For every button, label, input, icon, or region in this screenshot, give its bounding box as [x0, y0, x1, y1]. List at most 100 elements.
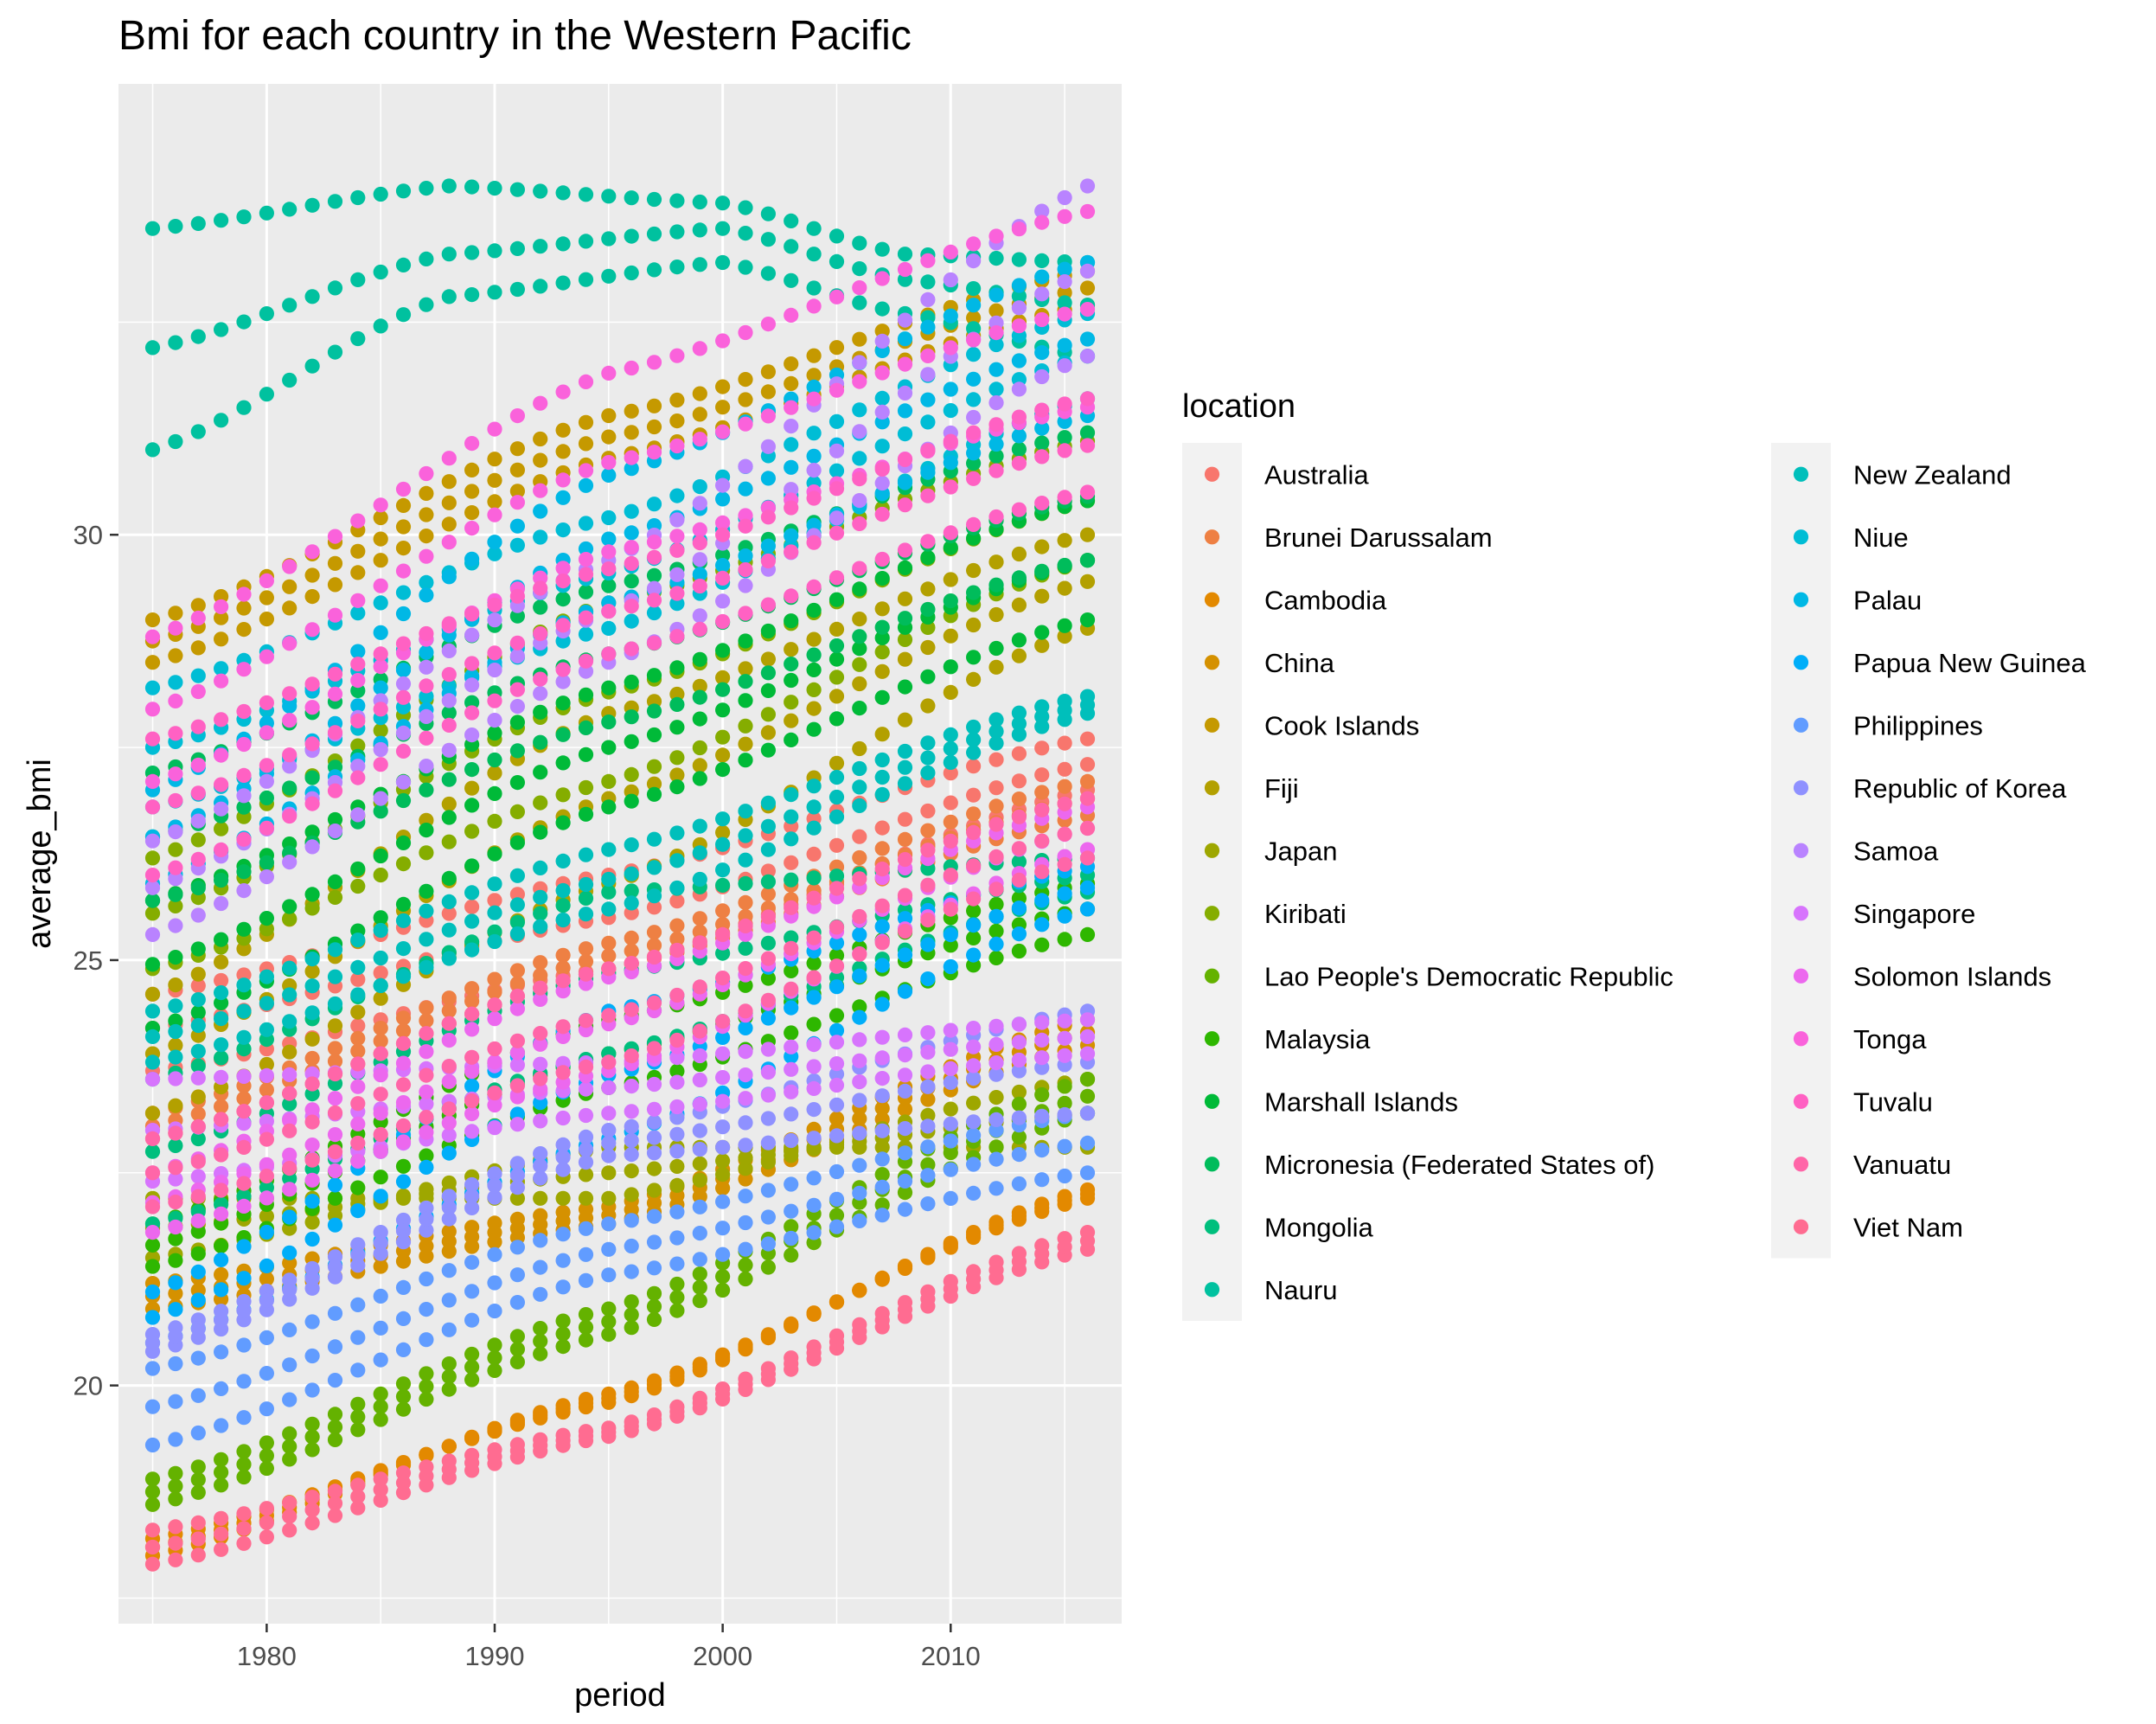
data-point: [852, 331, 867, 347]
data-point: [419, 1271, 434, 1287]
data-point: [555, 1137, 571, 1152]
data-point: [601, 578, 617, 593]
data-point: [487, 876, 502, 892]
data-point: [1057, 735, 1072, 751]
data-point: [738, 1091, 753, 1106]
data-point: [1011, 252, 1027, 267]
data-point: [943, 684, 958, 701]
data-point: [1011, 570, 1027, 586]
data-point: [738, 804, 753, 819]
data-point: [646, 1311, 662, 1327]
data-point: [487, 1362, 502, 1378]
data-point: [168, 675, 183, 690]
data-point: [419, 1211, 434, 1227]
data-point: [259, 1208, 274, 1224]
data-point: [852, 374, 867, 389]
data-point: [373, 1067, 388, 1083]
data-point: [144, 1437, 161, 1453]
data-point: [966, 1058, 982, 1073]
data-point: [236, 586, 252, 602]
data-point: [555, 1339, 571, 1355]
data-point: [692, 818, 707, 834]
data-point: [509, 1342, 526, 1357]
data-point: [828, 935, 845, 951]
data-point: [692, 479, 707, 495]
data-point: [373, 791, 388, 806]
data-point: [624, 866, 639, 881]
data-point: [259, 612, 274, 627]
data-point: [692, 979, 707, 995]
data-point: [168, 335, 183, 350]
data-point: [350, 606, 366, 621]
data-point: [168, 1138, 183, 1153]
data-point: [760, 951, 777, 966]
data-point: [395, 1376, 412, 1392]
data-point: [509, 1240, 526, 1255]
data-point: [1057, 1193, 1072, 1208]
data-point: [988, 303, 1004, 318]
data-point: [601, 189, 617, 204]
data-point: [760, 510, 777, 525]
data-point: [1011, 809, 1027, 824]
data-point: [692, 911, 707, 926]
data-point: [304, 978, 320, 994]
data-point: [190, 785, 206, 801]
data-point: [760, 971, 777, 986]
data-point: [327, 344, 343, 360]
data-point: [419, 708, 434, 725]
data-point: [1057, 337, 1072, 353]
data-point: [350, 1247, 366, 1263]
data-point: [555, 853, 571, 869]
data-point: [282, 698, 297, 714]
data-point: [464, 1372, 480, 1388]
data-point: [715, 613, 731, 630]
data-point: [943, 795, 958, 811]
data-point: [419, 1110, 434, 1125]
data-point: [943, 659, 958, 675]
data-point: [533, 1407, 548, 1423]
data-point: [692, 689, 707, 705]
data-point: [828, 621, 845, 638]
data-point: [828, 1067, 845, 1082]
data-point: [874, 1088, 890, 1104]
data-point: [509, 804, 526, 820]
legend-label: Brunei Darussalam: [1264, 522, 1493, 553]
data-point: [487, 693, 502, 708]
data-point: [874, 461, 890, 477]
legend-key: [1793, 655, 1809, 670]
data-point: [988, 509, 1004, 525]
data-point: [1034, 864, 1050, 880]
data-point: [259, 1460, 274, 1477]
data-point: [966, 347, 982, 362]
data-point: [669, 1177, 685, 1193]
data-point: [646, 1208, 662, 1224]
data-point: [715, 548, 731, 563]
data-point: [1011, 926, 1027, 942]
data-point: [646, 226, 662, 242]
data-point: [190, 1118, 206, 1134]
data-point: [760, 874, 777, 889]
data-point: [760, 439, 777, 454]
data-point: [1011, 1176, 1027, 1192]
data-point: [897, 712, 913, 727]
data-point: [738, 481, 753, 497]
data-point: [1034, 1143, 1050, 1158]
data-point: [190, 1131, 206, 1147]
data-point: [760, 842, 777, 857]
data-point: [1079, 391, 1096, 407]
data-point: [784, 963, 799, 978]
data-point: [533, 452, 548, 468]
data-point: [487, 1177, 502, 1194]
legend-key: [1204, 1219, 1220, 1234]
data-point: [555, 561, 571, 576]
data-point: [533, 1333, 548, 1349]
data-point: [419, 678, 434, 694]
data-point: [646, 419, 662, 435]
data-point: [395, 481, 412, 497]
data-point: [624, 525, 639, 541]
data-point: [784, 940, 799, 956]
data-point: [214, 1282, 229, 1298]
data-point: [1079, 1165, 1096, 1181]
data-point: [920, 1044, 936, 1060]
data-point: [1079, 1186, 1096, 1202]
